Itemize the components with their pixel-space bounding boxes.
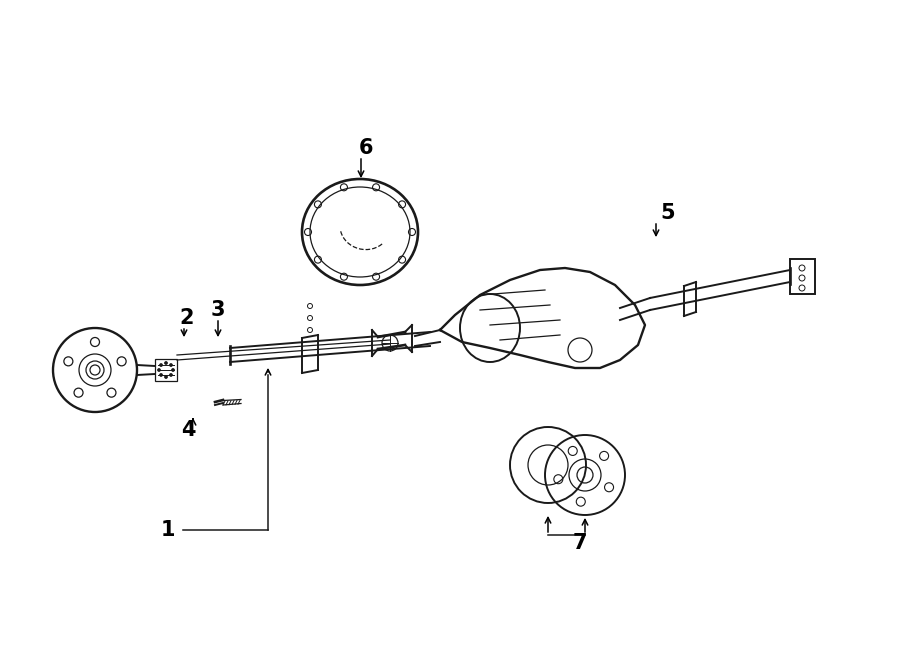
Bar xyxy=(155,359,177,381)
Circle shape xyxy=(158,368,160,371)
Text: 4: 4 xyxy=(181,420,195,440)
Circle shape xyxy=(159,364,163,367)
Circle shape xyxy=(169,364,173,367)
Text: 1: 1 xyxy=(161,520,176,540)
Circle shape xyxy=(165,375,167,379)
Circle shape xyxy=(169,373,173,377)
Circle shape xyxy=(159,373,163,377)
Text: 7: 7 xyxy=(572,533,587,553)
Text: 2: 2 xyxy=(180,308,194,328)
Circle shape xyxy=(172,368,175,371)
Text: 6: 6 xyxy=(359,138,374,158)
Text: 5: 5 xyxy=(661,203,675,223)
Text: 3: 3 xyxy=(211,300,225,320)
Circle shape xyxy=(165,362,167,364)
Bar xyxy=(790,259,815,294)
